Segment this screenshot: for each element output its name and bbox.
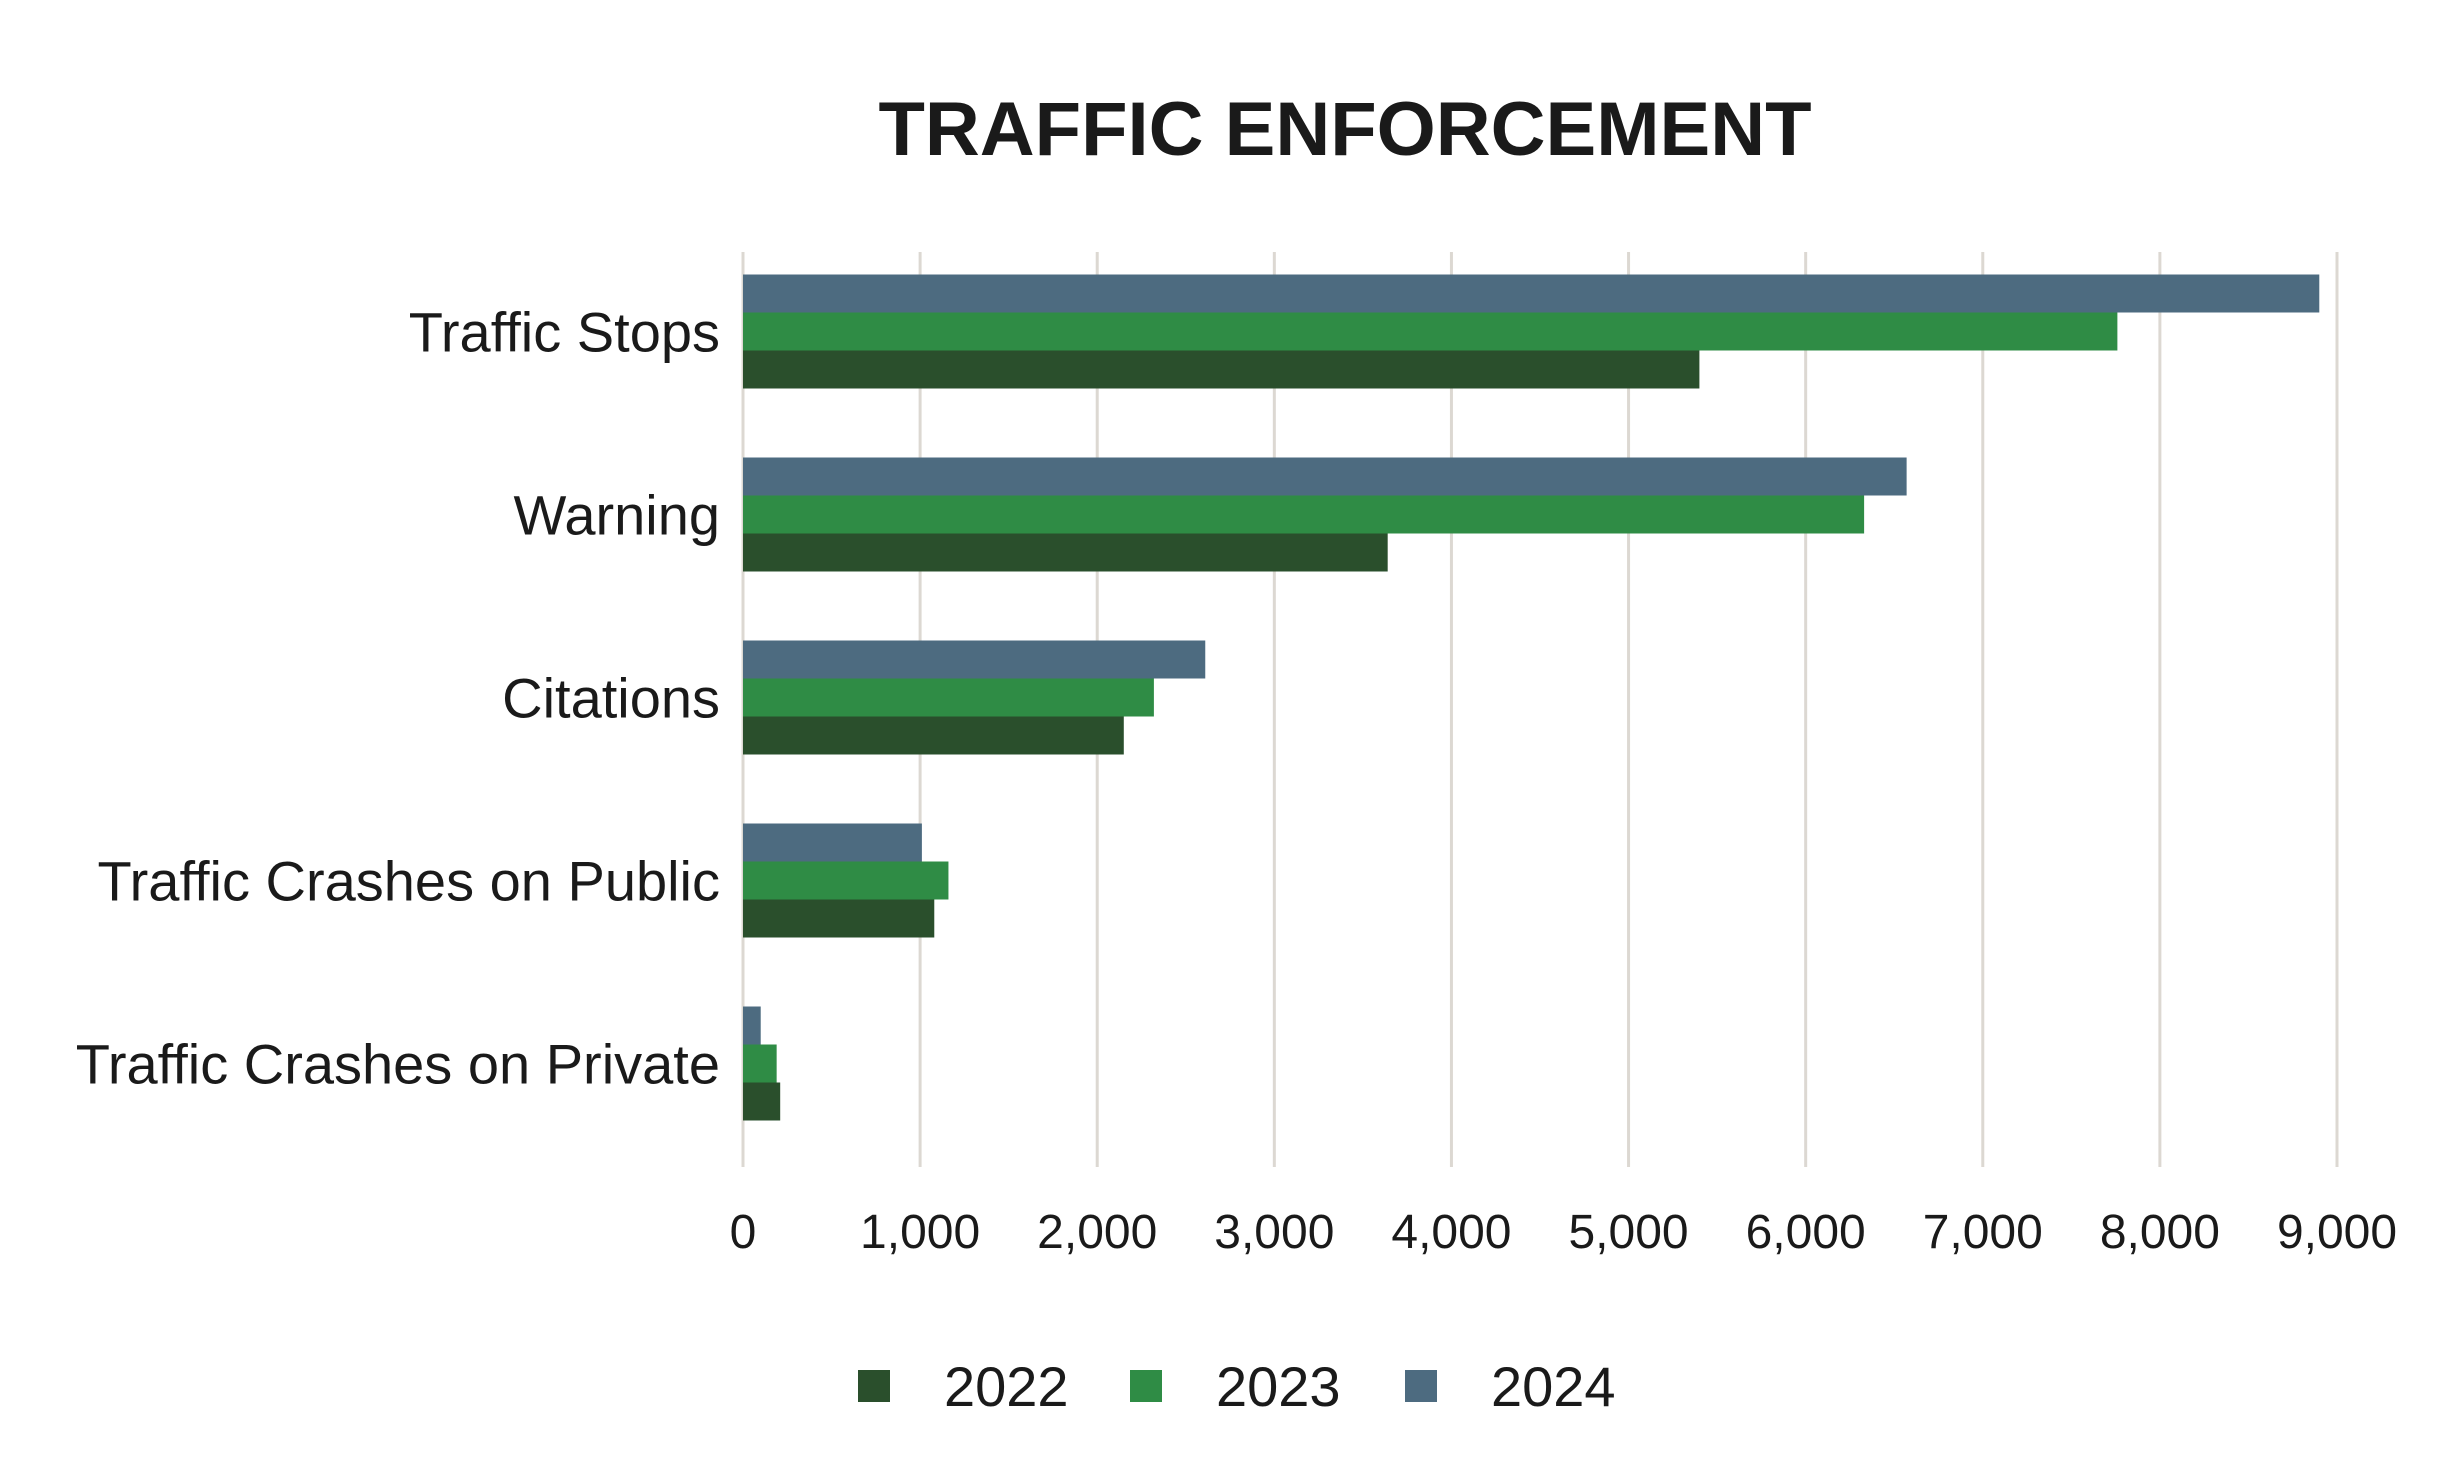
x-tick-label: 3,000 [1214, 1206, 1334, 1259]
bar-2024-traffic-stops [743, 274, 2320, 313]
x-tick-label: 0 [730, 1206, 757, 1259]
x-tick-label: 9,000 [2277, 1206, 2397, 1259]
legend-label: 2022 [944, 1355, 1069, 1418]
bar-2022-traffic-stops [743, 350, 1700, 389]
bar-2023-traffic-crashes-on-private [743, 1044, 777, 1083]
category-label: Traffic Stops [409, 301, 720, 364]
x-tick-label: 1,000 [860, 1206, 980, 1259]
legend-swatch-2022 [858, 1370, 890, 1402]
legend-label: 2023 [1216, 1355, 1341, 1418]
bar-2022-warning [743, 533, 1388, 572]
bar-2023-traffic-crashes-on-public [743, 861, 949, 900]
category-label: Citations [502, 667, 720, 730]
legend-label: 2024 [1491, 1355, 1616, 1418]
x-tick-label: 4,000 [1391, 1206, 1511, 1259]
x-tick-label: 8,000 [2100, 1206, 2220, 1259]
bar-2024-warning [743, 457, 1907, 496]
category-label: Warning [514, 484, 720, 547]
bar-2022-citations [743, 716, 1124, 755]
bar-2023-citations [743, 678, 1154, 717]
category-label: Traffic Crashes on Private [76, 1033, 720, 1096]
bar-2022-traffic-crashes-on-private [743, 1082, 781, 1121]
x-tick-label: 2,000 [1037, 1206, 1157, 1259]
x-tick-label: 7,000 [1923, 1206, 2043, 1259]
bar-2023-traffic-stops [743, 312, 2118, 351]
x-tick-label: 5,000 [1568, 1206, 1688, 1259]
legend-swatch-2024 [1405, 1370, 1437, 1402]
bar-2024-citations [743, 640, 1206, 679]
bar-2022-traffic-crashes-on-public [743, 899, 935, 938]
x-tick-label: 6,000 [1746, 1206, 1866, 1259]
legend-swatch-2023 [1130, 1370, 1162, 1402]
bar-2024-traffic-crashes-on-private [743, 1006, 761, 1045]
chart-title: TRAFFIC ENFORCEMENT [878, 87, 1811, 172]
bar-2024-traffic-crashes-on-public [743, 823, 922, 862]
category-label: Traffic Crashes on Public [98, 850, 720, 913]
bar-2023-warning [743, 495, 1865, 534]
